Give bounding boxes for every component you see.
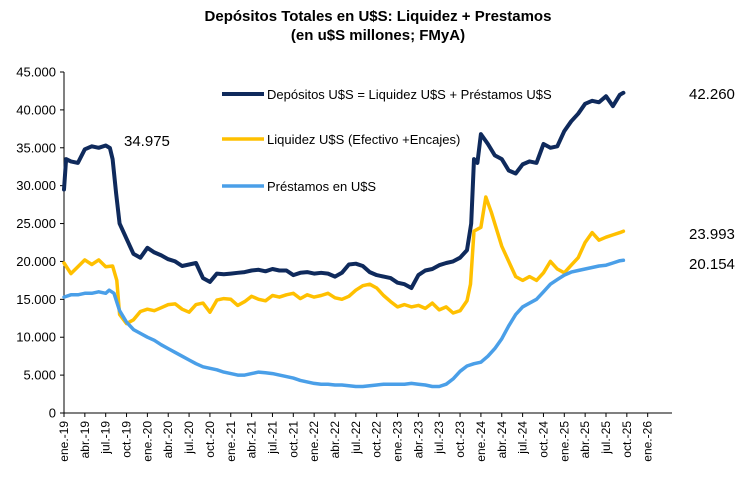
x-tick-label: ene.-22 <box>307 421 321 462</box>
x-tick-label: oct.-19 <box>120 421 134 458</box>
x-tick-label: abr.-25 <box>578 421 592 459</box>
x-tick-label: jul.-21 <box>265 421 279 455</box>
legend: Depósitos U$S = Liquidez U$S + Préstamos… <box>222 87 552 194</box>
legend-label-1: Depósitos U$S = Liquidez U$S + Préstamos… <box>267 87 552 102</box>
data-label-2: 42.260 <box>689 86 735 103</box>
x-tick-label: ene.-23 <box>391 421 405 462</box>
x-tick-label: ene.-24 <box>474 421 488 462</box>
series-line-1 <box>62 90 626 290</box>
annotations: 34.975 42.260 23.993 20.154 <box>124 86 735 273</box>
x-axis-ticks: ene.-19 abr.-19 jul.-19 oct.-19 ene.-20 abr.-… <box>57 413 655 462</box>
series-line-2 <box>62 195 626 326</box>
x-tick-label: jul.-23 <box>432 421 446 455</box>
x-tick-label: oct.-24 <box>536 421 550 458</box>
data-label-4: 20.154 <box>689 256 735 273</box>
y-tick-label: 30.000 <box>16 178 56 193</box>
y-axis-ticks: 0 5.000 10.000 15.000 20.000 25.000 30.000 35.0… <box>16 65 64 421</box>
y-tick-label: 5.000 <box>23 368 56 383</box>
x-tick-label: ene.-20 <box>140 421 154 462</box>
x-tick-label: ene.-19 <box>57 421 71 462</box>
x-tick-label: jul.-20 <box>182 421 196 455</box>
legend-label-3: Préstamos en U$S <box>267 179 376 194</box>
x-tick-label: ene.-26 <box>641 421 655 462</box>
chart-title: Depósitos Totales en U$S: Liquidez + Pre… <box>204 8 552 25</box>
y-tick-label: 10.000 <box>16 330 56 345</box>
legend-label-2: Liquidez U$S (Efectivo +Encajes) <box>267 132 460 147</box>
series-line-3 <box>62 258 626 389</box>
x-tick-label: abr.-23 <box>411 421 425 459</box>
y-tick-label: 0 <box>49 406 56 421</box>
x-tick-label: jul.-22 <box>349 421 363 455</box>
y-tick-label: 25.000 <box>16 216 56 231</box>
x-tick-label: ene.-25 <box>557 421 571 462</box>
x-tick-label: ene.-21 <box>224 421 238 462</box>
y-tick-label: 45.000 <box>16 65 56 80</box>
x-tick-label: oct.-20 <box>203 421 217 458</box>
x-tick-label: oct.-23 <box>453 421 467 458</box>
y-tick-label: 20.000 <box>16 254 56 269</box>
x-tick-label: abr.-19 <box>78 421 92 459</box>
series-lines <box>62 90 626 389</box>
y-tick-label: 35.000 <box>16 140 56 155</box>
x-tick-label: oct.-22 <box>370 421 384 458</box>
x-tick-label: abr.-22 <box>328 421 342 459</box>
chart-subtitle: (en u$S millones; FMyA) <box>290 27 466 44</box>
axes <box>63 72 672 414</box>
data-label-1: 34.975 <box>124 133 170 150</box>
y-tick-label: 40.000 <box>16 102 56 117</box>
x-tick-label: oct.-25 <box>620 421 634 458</box>
x-tick-label: abr.-24 <box>495 421 509 459</box>
x-tick-label: abr.-20 <box>161 421 175 459</box>
y-tick-label: 15.000 <box>16 292 56 307</box>
x-tick-label: jul.-24 <box>516 421 530 455</box>
x-tick-label: jul.-19 <box>99 421 113 455</box>
x-tick-label: abr.-21 <box>245 421 259 459</box>
x-tick-label: oct.-21 <box>286 421 300 458</box>
data-label-3: 23.993 <box>689 226 735 243</box>
x-tick-label: jul.-25 <box>599 421 613 455</box>
